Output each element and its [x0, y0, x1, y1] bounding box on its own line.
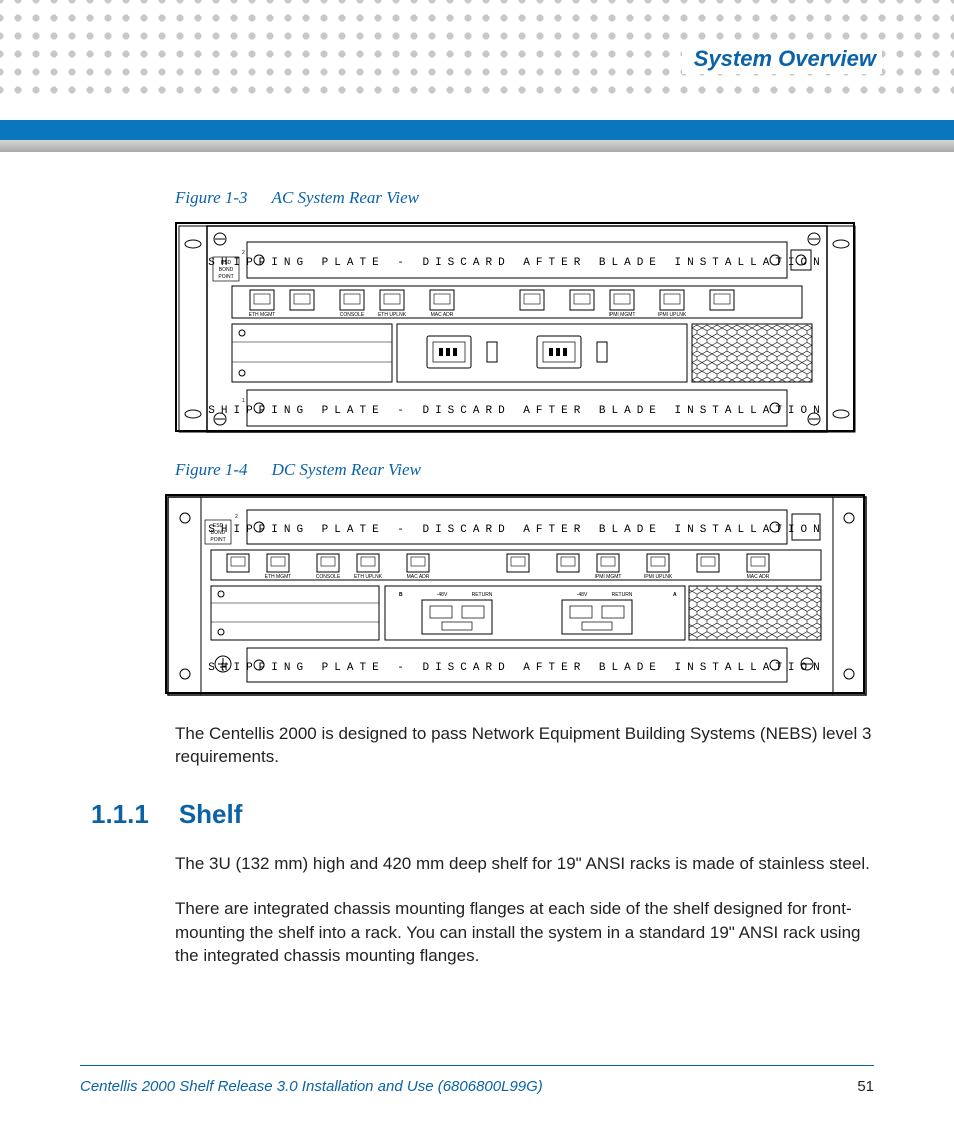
svg-text:ETH UPLNK: ETH UPLNK — [354, 574, 383, 580]
figure-1-4-caption: Figure 1-4 DC System Rear View — [175, 460, 874, 480]
svg-text:SHIPPING PLATE - DISCARD AFTER: SHIPPING PLATE - DISCARD AFTER BLADE INS… — [208, 405, 825, 417]
header-title: System Overview — [694, 46, 876, 71]
page-footer: Centellis 2000 Shelf Release 3.0 Install… — [80, 1065, 874, 1095]
footer-page-number: 51 — [857, 1078, 874, 1095]
figure-1-4-title: DC System Rear View — [272, 460, 421, 479]
svg-text:IPMI UPLNK: IPMI UPLNK — [658, 312, 687, 318]
nebs-paragraph: The Centellis 2000 is designed to pass N… — [175, 722, 874, 769]
page-content: Figure 1-3 AC System Rear View ESD BOND P… — [175, 188, 874, 990]
header-blue-bar — [0, 120, 954, 140]
svg-text:MAC ADR: MAC ADR — [747, 574, 770, 580]
footer-doc-title: Centellis 2000 Shelf Release 3.0 Install… — [80, 1078, 543, 1095]
section-1-1-1-heading: 1.1.1 Shelf — [91, 799, 874, 830]
svg-text:B: B — [399, 592, 403, 598]
svg-text:IPMI UPLNK: IPMI UPLNK — [644, 574, 673, 580]
svg-text:POINT: POINT — [210, 537, 225, 543]
svg-text:CONSOLE: CONSOLE — [316, 574, 341, 580]
svg-text:IPMI MGMT: IPMI MGMT — [609, 312, 636, 318]
svg-text:POINT: POINT — [218, 274, 233, 280]
section-title: Shelf — [179, 799, 243, 830]
footer-rule — [80, 1065, 874, 1066]
svg-text:2: 2 — [242, 250, 245, 256]
figure-1-3-label: Figure 1-3 — [175, 188, 248, 207]
svg-text:IPMI MGMT: IPMI MGMT — [595, 574, 622, 580]
svg-text:SHIPPING PLATE - DISCARD AFTER: SHIPPING PLATE - DISCARD AFTER BLADE INS… — [208, 524, 825, 536]
header-gray-bar — [0, 140, 954, 152]
ac-system-rear-view-diagram: ESD BOND POINT SHIPPING PLATE - DISCARD … — [175, 222, 855, 432]
svg-text:MAC ADR: MAC ADR — [407, 574, 430, 580]
svg-text:RETURN: RETURN — [472, 592, 493, 598]
svg-text:1: 1 — [242, 398, 245, 404]
svg-text:A: A — [673, 592, 677, 598]
svg-text:ETH MGMT: ETH MGMT — [249, 312, 276, 318]
shelf-paragraph-1: The 3U (132 mm) high and 420 mm deep she… — [175, 852, 874, 875]
dc-system-rear-view-diagram: ESD BOND POINT 2 SHIPPING PLATE - DISCAR… — [165, 494, 865, 694]
svg-text:ETH MGMT: ETH MGMT — [265, 574, 292, 580]
svg-text:2: 2 — [235, 514, 238, 520]
svg-text:-48V: -48V — [577, 592, 588, 598]
svg-text:MAC ADR: MAC ADR — [431, 312, 454, 318]
section-number: 1.1.1 — [91, 799, 149, 830]
svg-text:CONSOLE: CONSOLE — [340, 312, 365, 318]
header-title-wrap: System Overview — [682, 44, 882, 74]
figure-1-3-title: AC System Rear View — [272, 188, 419, 207]
svg-text:SHIPPING PLATE - DISCARD AFTER: SHIPPING PLATE - DISCARD AFTER BLADE INS… — [208, 662, 825, 674]
shipping-plate-text: SHIPPING PLATE - DISCARD AFTER BLADE INS… — [208, 257, 825, 269]
figure-1-4-label: Figure 1-4 — [175, 460, 248, 479]
svg-text:-48V: -48V — [437, 592, 448, 598]
shelf-paragraph-2: There are integrated chassis mounting fl… — [175, 897, 874, 967]
svg-text:ETH UPLNK: ETH UPLNK — [378, 312, 407, 318]
svg-text:RETURN: RETURN — [612, 592, 633, 598]
figure-1-3-caption: Figure 1-3 AC System Rear View — [175, 188, 874, 208]
